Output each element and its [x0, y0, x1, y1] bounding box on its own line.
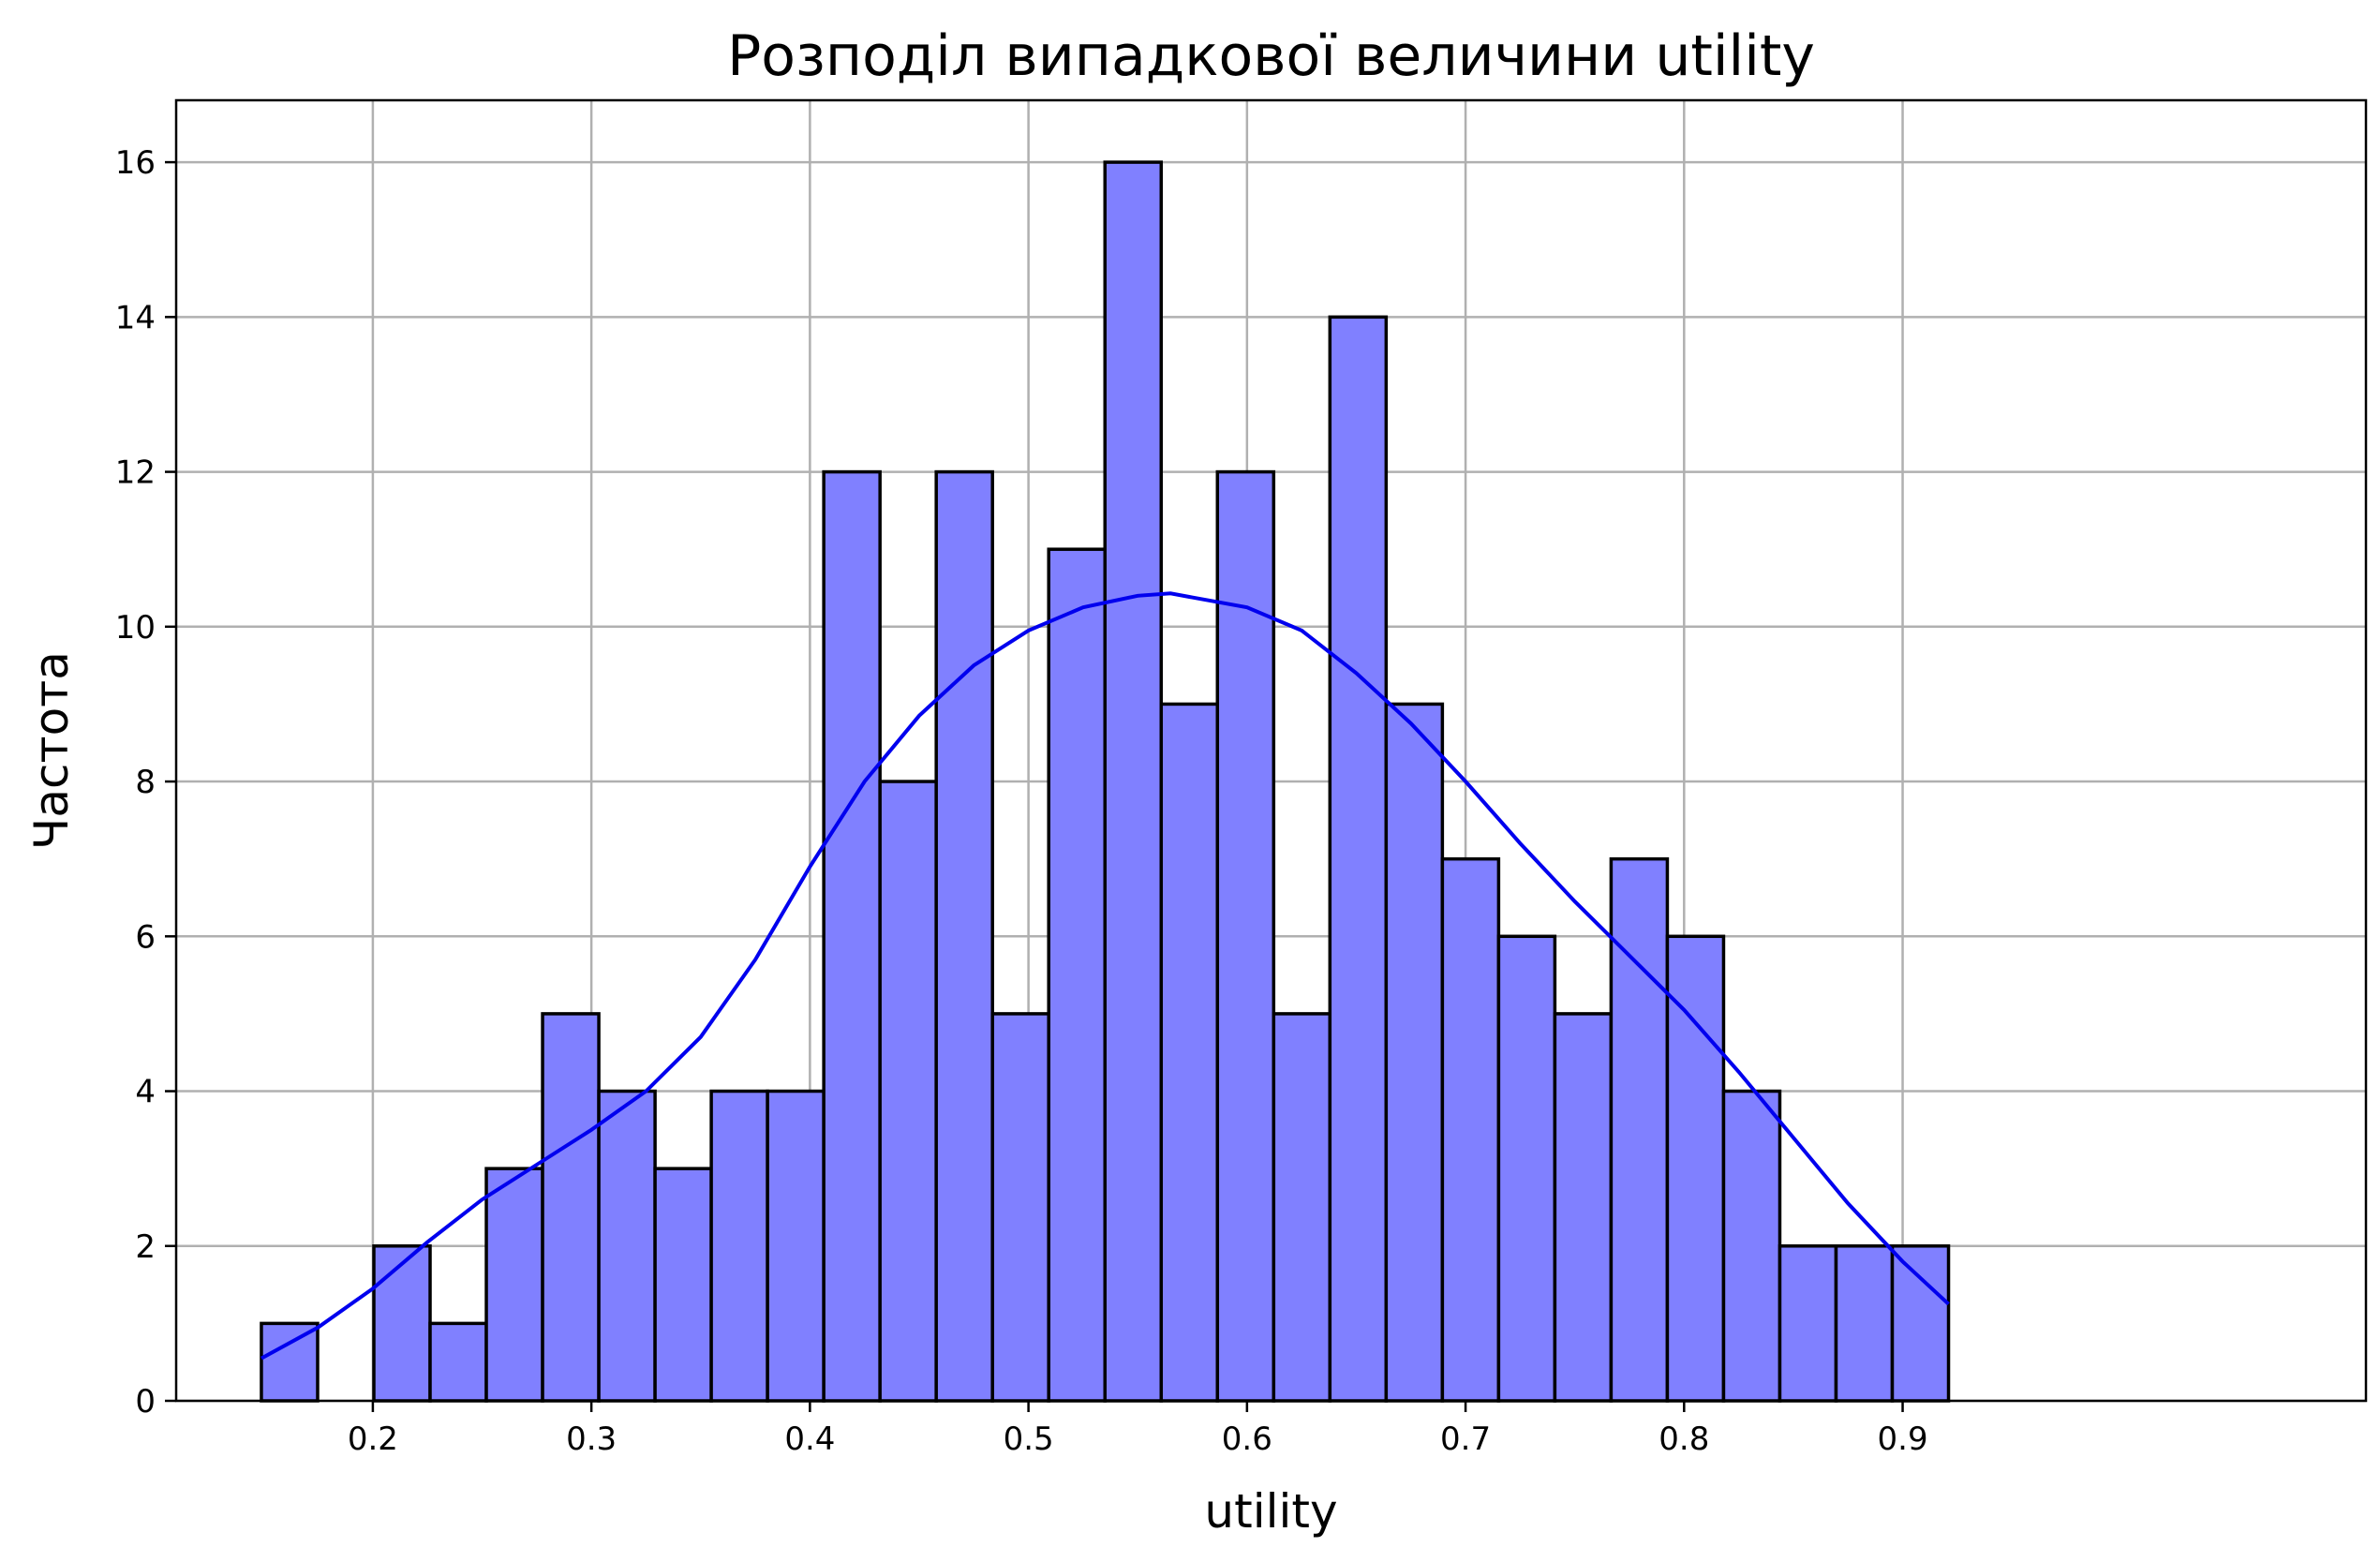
- histogram-bar-15: [1103, 160, 1164, 1403]
- histogram-bar-28: [1834, 1244, 1895, 1403]
- histogram-bar-14: [1047, 547, 1107, 1403]
- y-tick-label-2: 4: [135, 1074, 156, 1111]
- plot-frame: [174, 98, 2368, 1403]
- histogram-bar-25: [1665, 934, 1726, 1403]
- y-tick-label-5: 10: [115, 609, 156, 647]
- x-tick-label-7: 0.9: [1878, 1421, 1928, 1458]
- histogram-bar-5: [541, 1012, 601, 1403]
- histogram-bar-0: [260, 1321, 320, 1403]
- histogram-bar-6: [597, 1089, 657, 1403]
- y-tick-label-8: 16: [115, 144, 156, 182]
- histogram-bar-11: [878, 780, 938, 1403]
- x-tick-label-0: 0.2: [348, 1421, 398, 1458]
- x-tick-label-4: 0.6: [1222, 1421, 1272, 1458]
- x-tick-label-1: 0.3: [566, 1421, 617, 1458]
- histogram-bar-16: [1159, 702, 1220, 1403]
- histogram-bar-8: [709, 1089, 769, 1403]
- histogram-bar-17: [1215, 469, 1276, 1403]
- histogram-bar-19: [1328, 315, 1389, 1403]
- histogram-bar-12: [934, 469, 994, 1403]
- histogram-bar-18: [1272, 1012, 1332, 1403]
- histogram-bar-29: [1890, 1244, 1951, 1403]
- kde-curve: [260, 591, 1950, 1361]
- histogram-bar-20: [1384, 702, 1445, 1403]
- histogram-bar-3: [428, 1321, 488, 1403]
- histogram-bars: [260, 160, 1951, 1403]
- histogram-bar-23: [1553, 1012, 1614, 1403]
- histogram-bar-27: [1778, 1244, 1838, 1403]
- y-tick-label-1: 2: [135, 1228, 156, 1266]
- y-tick-label-3: 6: [135, 918, 156, 956]
- histogram-bar-13: [990, 1012, 1050, 1403]
- histogram-bar-10: [822, 469, 882, 1403]
- histogram-bar-9: [766, 1089, 826, 1403]
- histogram-bar-7: [653, 1167, 713, 1403]
- histogram-bar-2: [372, 1244, 432, 1403]
- x-tick-label-5: 0.7: [1440, 1421, 1491, 1458]
- histogram-bar-24: [1609, 856, 1670, 1403]
- x-tick-label-2: 0.4: [784, 1421, 835, 1458]
- histogram-bar-21: [1440, 856, 1501, 1403]
- y-tick-label-6: 12: [115, 454, 156, 492]
- x-tick-label-6: 0.8: [1659, 1421, 1709, 1458]
- y-tick-label-7: 14: [115, 299, 156, 336]
- axis-ticks: 0.2 0.3 0.4 0.5 0.6 0.7 0.8 0.9 0 2 4 6 8 10 12 14 16: [115, 144, 1928, 1458]
- chart-title: Розподіл випадкової величини utility: [727, 23, 1815, 89]
- x-tick-label-3: 0.5: [1004, 1421, 1054, 1458]
- y-tick-label-4: 8: [135, 764, 156, 801]
- histogram-bar-4: [484, 1167, 544, 1403]
- histogram-bar-22: [1496, 934, 1557, 1403]
- x-axis-label: utility: [1204, 1484, 1337, 1539]
- y-axis-label: Частота: [24, 651, 79, 850]
- histogram-bar-26: [1721, 1089, 1782, 1403]
- y-tick-label-0: 0: [135, 1383, 156, 1421]
